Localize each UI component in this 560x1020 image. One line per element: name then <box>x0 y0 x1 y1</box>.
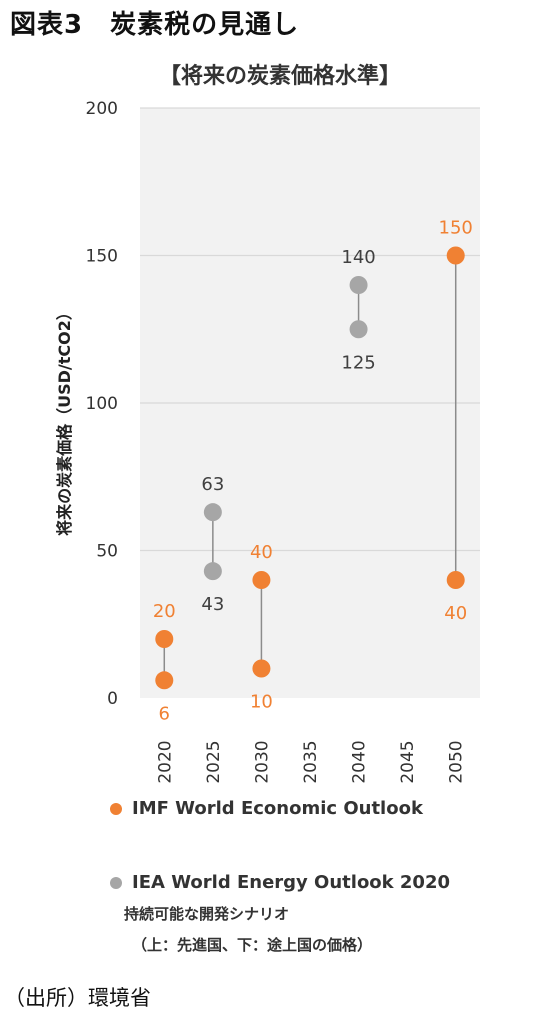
data-label-low: 43 <box>201 594 224 615</box>
point-low <box>155 671 174 690</box>
legend-iea-note: 持続可能な開発シナリオ <box>124 905 290 923</box>
chart-title: 【将来の炭素価格水準】 <box>158 64 401 89</box>
data-label-high: 40 <box>250 542 273 563</box>
data-label-high: 140 <box>341 247 375 268</box>
legend-iea-label: IEA World Energy Outlook 2020 <box>132 872 451 893</box>
y-tick-label: 50 <box>96 542 118 562</box>
x-tick-label: 2050 <box>447 740 467 783</box>
point-high <box>349 276 368 294</box>
point-high <box>252 571 271 589</box>
figure-title: 図表3 炭素税の見通し <box>10 10 300 40</box>
y-tick-label: 150 <box>86 247 118 267</box>
x-tick-label: 2025 <box>204 740 224 783</box>
legend-iea-dot <box>110 876 122 889</box>
data-label-high: 20 <box>153 601 176 622</box>
data-label-high: 150 <box>439 218 473 239</box>
legend-imf: IMF World Economic Outlook <box>110 798 423 819</box>
point-low <box>349 320 368 339</box>
point-high <box>155 630 174 648</box>
x-tick-label: 2035 <box>301 740 321 783</box>
legend-imf-dot <box>110 802 122 815</box>
x-tick-label: 2045 <box>398 740 418 783</box>
x-tick-label: 2020 <box>155 740 175 783</box>
x-tick-label: 2030 <box>252 740 272 783</box>
source-note: （出所）環境省 <box>4 986 151 1010</box>
point-low <box>203 562 222 581</box>
legend-iea-note2: （上：先進国、下：途上国の価格） <box>132 936 373 954</box>
point-low <box>446 571 465 589</box>
legend-iea: IEA World Energy Outlook 2020 持続可能な開発シナリ… <box>110 872 450 955</box>
y-tick-label: 0 <box>107 689 118 709</box>
data-label-low: 6 <box>159 703 170 724</box>
data-label-low: 40 <box>444 603 467 624</box>
point-low <box>252 659 271 678</box>
x-tick-label: 2040 <box>350 740 370 783</box>
y-tick-label: 200 <box>86 99 118 119</box>
point-high <box>446 246 465 265</box>
y-tick-label: 100 <box>86 394 118 414</box>
y-axis-label: 将来の炭素価格（USD/tCO2） <box>55 304 74 536</box>
data-label-high: 63 <box>201 474 224 495</box>
legend-imf-label: IMF World Economic Outlook <box>132 798 423 819</box>
point-high <box>203 503 222 522</box>
data-label-low: 10 <box>250 692 273 713</box>
data-label-low: 125 <box>341 352 375 373</box>
